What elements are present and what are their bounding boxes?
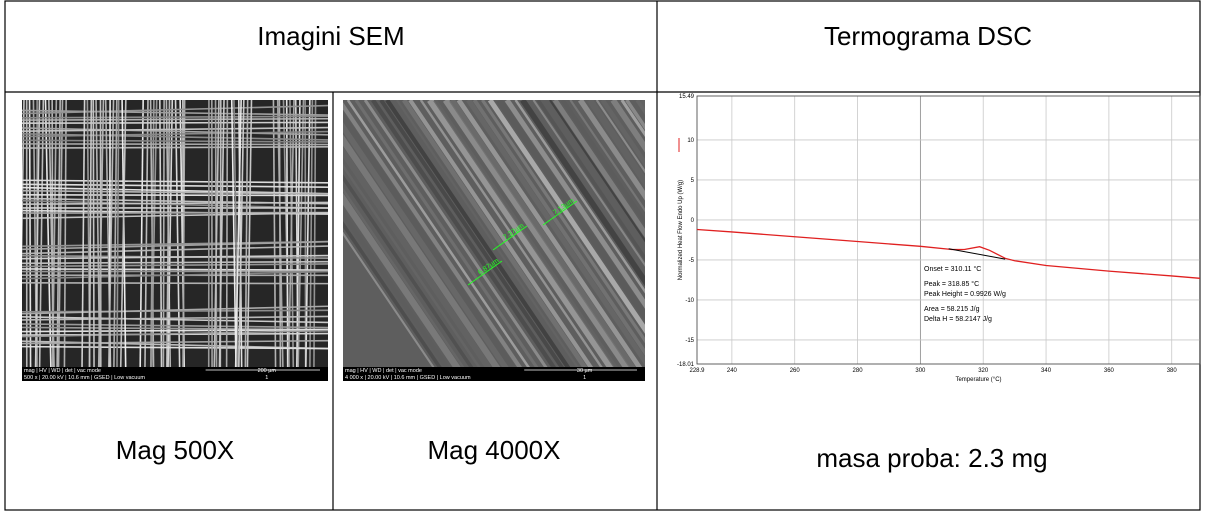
field-width: 1 bbox=[583, 375, 586, 381]
annotation: Peak = 318.85 °C bbox=[924, 280, 979, 288]
fibre bbox=[22, 283, 328, 284]
fibre bbox=[163, 100, 164, 381]
x-tick-label: 228.9 bbox=[689, 368, 705, 374]
fibre-streak bbox=[669, 100, 859, 381]
x-tick-label: 240 bbox=[727, 368, 738, 374]
fibre-streak bbox=[643, 100, 833, 381]
caption: Mag 500X bbox=[116, 435, 235, 465]
fibre bbox=[227, 100, 228, 381]
caption: Mag 4000X bbox=[428, 435, 561, 465]
y-tick-label: -5 bbox=[689, 258, 695, 264]
dsc-chart: 228.9 240 260 280 300 320 340 360 380 -18.01 -15 -1… bbox=[677, 94, 1200, 383]
x-axis-label: Temperature (°C) bbox=[955, 377, 1001, 383]
annotation: Delta H = 58.2147 J/g bbox=[924, 316, 992, 323]
annotation: Area = 58.215 J/g bbox=[924, 306, 980, 313]
y-tick-label: -10 bbox=[685, 298, 694, 304]
fibre-streak bbox=[622, 100, 812, 381]
info-values: 4 000 x | 20.00 kV | 10.6 mm | GSED | Lo… bbox=[345, 375, 471, 381]
x-tick-label: 300 bbox=[915, 368, 926, 374]
x-tick-label: 360 bbox=[1104, 368, 1115, 374]
x-tick-label: 280 bbox=[853, 368, 864, 374]
fibre bbox=[22, 195, 328, 196]
y-tick-label: 0 bbox=[691, 218, 695, 224]
fibre-streak bbox=[701, 100, 891, 381]
info-labels: mag | HV | WD | det | vac mode bbox=[345, 368, 422, 374]
x-tick-label: 260 bbox=[790, 368, 801, 374]
x-tick-label: 380 bbox=[1167, 368, 1178, 374]
fibre-streak bbox=[627, 100, 817, 381]
info-labels: mag | HV | WD | det | vac mode bbox=[24, 368, 101, 374]
x-tick-label: 320 bbox=[978, 368, 989, 374]
fibre bbox=[30, 100, 31, 381]
annotation: Onset = 310.11 °C bbox=[924, 265, 981, 273]
scale-label: 30 µm bbox=[577, 368, 593, 374]
field-width: 1 bbox=[265, 375, 268, 381]
fibre bbox=[22, 144, 328, 145]
x-tick-label: 340 bbox=[1041, 368, 1052, 374]
info-values: 500 x | 20.00 kV | 10.6 mm | GSED | Low … bbox=[24, 375, 145, 381]
y-tick-label: 10 bbox=[687, 138, 694, 144]
fibre-streak bbox=[709, 100, 899, 381]
header-cell: Imagini SEM bbox=[257, 21, 404, 51]
plot-frame bbox=[697, 96, 1200, 364]
y-axis-label: Normalized Heat Flow Endo Up (W/g) bbox=[678, 180, 684, 280]
y-tick-label: 15.49 bbox=[679, 94, 695, 100]
fibre bbox=[93, 100, 94, 381]
fibre-streak bbox=[723, 100, 913, 381]
fibre bbox=[22, 269, 328, 270]
fibre bbox=[22, 122, 328, 123]
fibre-streak bbox=[716, 100, 906, 381]
header-cell: Termograma DSC bbox=[824, 21, 1032, 51]
y-tick-label: -15 bbox=[685, 338, 694, 344]
y-tick-label: -18.01 bbox=[677, 362, 695, 368]
fibre-streak bbox=[693, 100, 883, 381]
scale-label: 200 µm bbox=[258, 368, 277, 374]
caption: masa proba: 2.3 mg bbox=[816, 443, 1047, 473]
annotation: Peak Height = 0.9926 W/g bbox=[924, 291, 1006, 298]
y-tick-label: 5 bbox=[691, 178, 695, 184]
